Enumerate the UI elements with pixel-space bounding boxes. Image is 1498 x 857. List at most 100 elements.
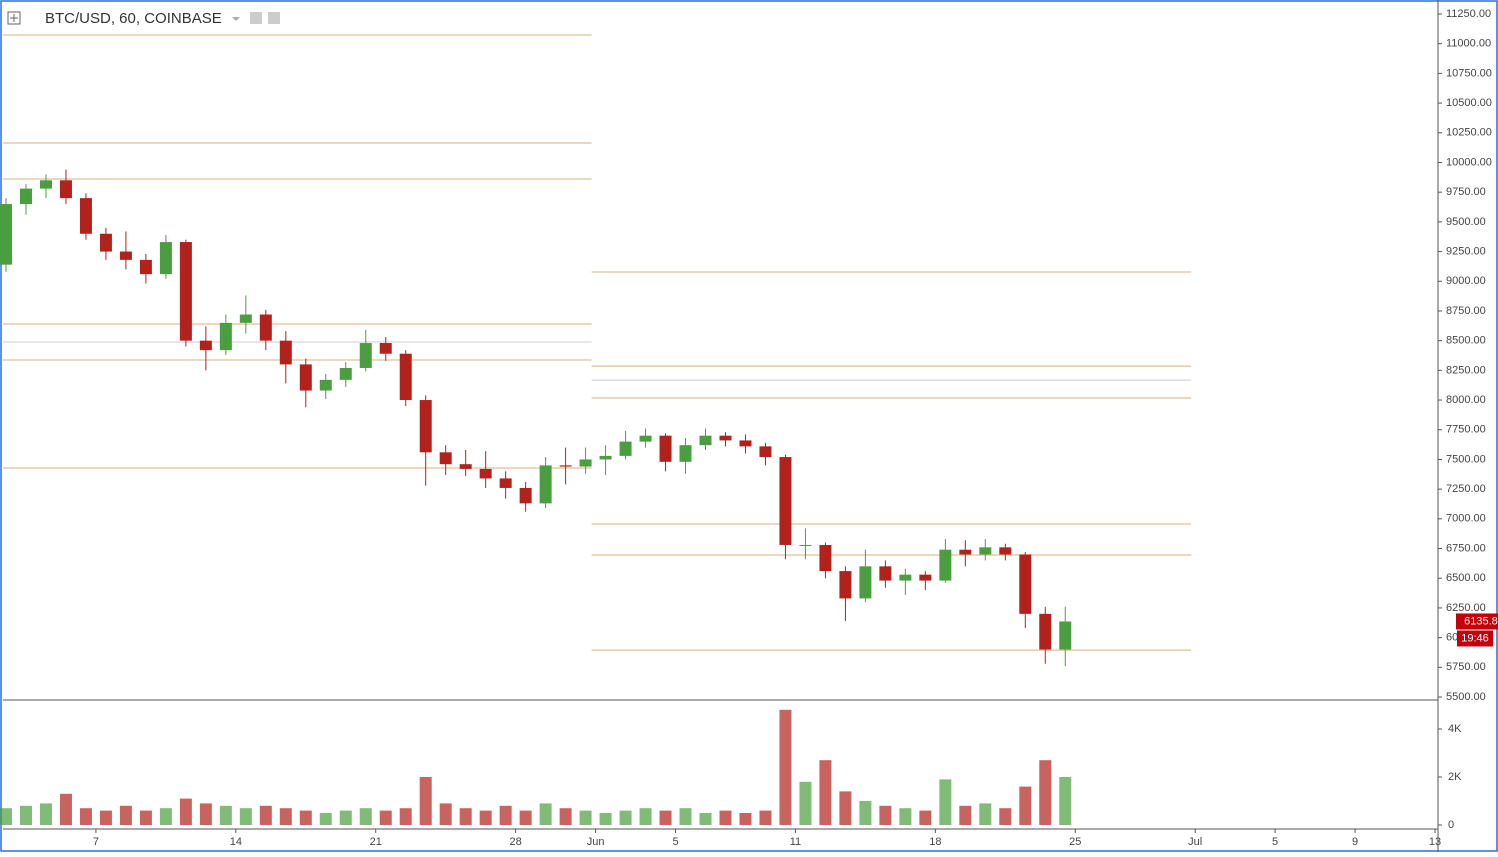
volume-bar	[579, 810, 592, 825]
candle-body	[559, 465, 572, 467]
y-tick-label: 8750.00	[1446, 305, 1486, 317]
volume-bar	[279, 808, 292, 825]
candle-body	[779, 457, 792, 545]
candle-body	[419, 400, 432, 453]
x-tick-label: 21	[370, 836, 382, 848]
volume-bar	[659, 810, 672, 825]
y-tick-label: 10250.00	[1446, 127, 1492, 139]
volume-bar	[759, 810, 772, 825]
volume-bar	[1059, 776, 1072, 825]
settings-icon[interactable]	[250, 12, 262, 24]
candle-body	[459, 464, 472, 469]
candle-body	[579, 459, 592, 467]
volume-bar	[1019, 786, 1032, 825]
y-tick-label: 6500.00	[1446, 572, 1486, 584]
x-tick-label: 5	[672, 836, 678, 848]
volume-bar	[559, 808, 572, 825]
candle-body	[79, 198, 92, 234]
candle-body	[199, 340, 212, 351]
candle-body	[1059, 621, 1072, 650]
candle-body	[99, 233, 112, 252]
candle-body	[259, 314, 272, 341]
gear-icon[interactable]	[268, 12, 280, 24]
volume-bar	[519, 810, 532, 825]
volume-bar	[259, 805, 272, 825]
y-tick-label: 7750.00	[1446, 424, 1486, 436]
y-tick-label: 9750.00	[1446, 186, 1486, 198]
x-tick-label: 13	[1429, 836, 1441, 848]
volume-bar	[299, 810, 312, 825]
candle-body	[239, 314, 252, 323]
volume-tick-label: 4K	[1448, 723, 1462, 735]
volume-tick-label: 0	[1448, 819, 1454, 831]
candle-body	[919, 574, 932, 581]
x-tick-label: 5	[1272, 836, 1278, 848]
candle-body	[399, 353, 412, 401]
x-tick-label: 18	[929, 836, 941, 848]
last-price-label: 6135.80	[1464, 615, 1498, 627]
candle-body	[59, 180, 72, 199]
candle-body	[639, 435, 652, 442]
y-tick-label: 9500.00	[1446, 216, 1486, 228]
x-tick-label: 9	[1352, 836, 1358, 848]
volume-bar	[739, 812, 752, 825]
candle-body	[1039, 613, 1052, 650]
candle-body	[1019, 554, 1032, 614]
candle-body	[479, 468, 492, 479]
y-tick-label: 7250.00	[1446, 483, 1486, 495]
volume-bar	[979, 803, 992, 825]
candle-body	[619, 441, 632, 456]
y-tick-label: 10750.00	[1446, 67, 1492, 79]
candle-body	[819, 544, 832, 572]
volume-bar	[419, 776, 432, 825]
y-tick-label: 10000.00	[1446, 156, 1492, 168]
volume-bar	[919, 810, 932, 825]
candle-body	[679, 445, 692, 462]
candle-body	[179, 242, 192, 341]
y-tick-label: 5750.00	[1446, 661, 1486, 673]
volume-bar	[199, 803, 212, 825]
y-tick-label: 11250.00	[1446, 8, 1491, 20]
candle-body	[879, 566, 892, 581]
volume-bar	[319, 812, 332, 825]
volume-bar	[939, 779, 952, 825]
x-tick-label: 7	[93, 836, 99, 848]
volume-bar	[179, 798, 192, 825]
chart-title[interactable]: BTC/USD, 60, COINBASE	[45, 10, 222, 27]
candle-body	[119, 251, 132, 260]
candle-body	[959, 549, 972, 555]
candle-body	[839, 571, 852, 599]
x-tick-label: 28	[510, 836, 522, 848]
y-tick-label: 10500.00	[1446, 97, 1492, 109]
dropdown-arrow[interactable]	[232, 17, 240, 21]
y-tick-label: 6750.00	[1446, 542, 1486, 554]
volume-bar	[59, 793, 72, 825]
y-tick-label: 9250.00	[1446, 245, 1486, 257]
candle-body	[139, 259, 152, 275]
volume-bar	[339, 810, 352, 825]
candle-body	[979, 547, 992, 555]
volume-bar	[79, 808, 92, 825]
y-tick-label: 7500.00	[1446, 453, 1486, 465]
volume-bar	[599, 812, 612, 825]
volume-bar	[619, 810, 632, 825]
volume-bar	[899, 808, 912, 825]
volume-bar	[959, 805, 972, 825]
add-icon[interactable]	[7, 11, 21, 25]
x-tick-label: 14	[230, 836, 242, 848]
volume-bar	[439, 803, 452, 825]
last-price-box	[1456, 613, 1498, 630]
candle-body	[439, 452, 452, 465]
countdown-label: 19:46	[1461, 632, 1489, 644]
candle-body	[799, 544, 812, 546]
y-tick-label: 5500.00	[1446, 691, 1486, 703]
candle-body	[279, 340, 292, 365]
candle-body	[719, 435, 732, 441]
y-tick-label: 6250.00	[1446, 602, 1486, 614]
volume-bar	[19, 805, 32, 825]
volume-bar	[379, 810, 392, 825]
y-tick-label: 8000.00	[1446, 394, 1486, 406]
candle-body	[739, 440, 752, 447]
